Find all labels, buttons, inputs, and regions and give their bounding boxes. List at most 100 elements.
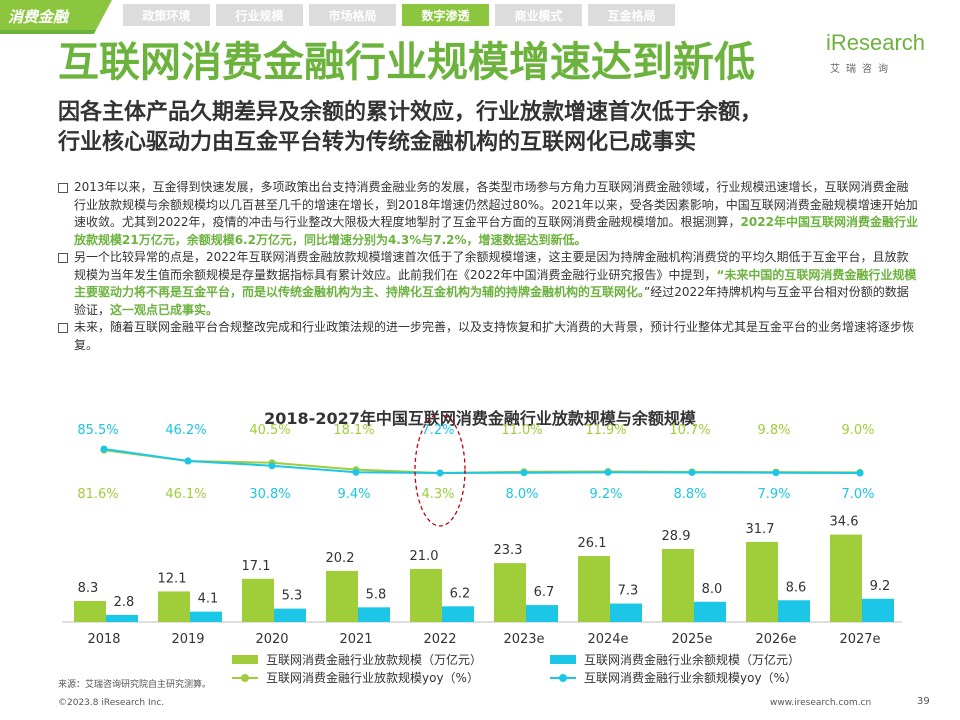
bar-loan-label: 34.6	[830, 515, 859, 530]
bar-loan-label: 23.3	[494, 543, 523, 558]
bullet-list: 2013年以来，互金得到快速发展，多项政策出台支持消费金融业务的发展，各类型市场…	[58, 179, 918, 354]
nav-tab[interactable]: 数字渗透	[402, 4, 489, 26]
nav-tab[interactable]: 政策环境	[123, 4, 210, 26]
bar-loan	[410, 568, 442, 622]
bar-balance-label: 6.7	[534, 585, 555, 600]
bar-balance	[358, 607, 390, 622]
nav-tab[interactable]: 行业规模	[216, 4, 303, 26]
bar-loan	[830, 534, 862, 622]
bar-loan	[158, 591, 190, 622]
x-tick-label: 2018	[87, 632, 120, 647]
point-balance-yoy	[688, 468, 696, 476]
line-balance-yoy	[103, 448, 861, 474]
highlight-ellipse-2022	[414, 415, 466, 527]
bar-loan-label: 28.9	[662, 529, 691, 544]
bullet-text: 另一个比较异常的点是，2022年互联网消费金融放款规模增速首次低于了余额规模增速…	[74, 250, 909, 282]
bar-balance-label: 8.6	[786, 580, 807, 595]
yoy-label-upper: 9.8%	[757, 423, 790, 438]
bullet-highlight: 这一观点已成事实。	[110, 302, 219, 317]
bar-loan	[746, 541, 778, 622]
page-number: 39	[917, 696, 930, 707]
point-balance-yoy	[856, 469, 864, 477]
bar-balance-label: 9.2	[870, 579, 891, 594]
subtitle-line-2: 行业核心驱动力由互金平台转为传统金融机构的互联网化已成事实	[58, 130, 697, 155]
yoy-label-lower: 9.2%	[589, 487, 622, 502]
legend-item-loan-yoy: 互联网消费金融行业放款规模yoy（%）	[232, 669, 479, 686]
bar-loan	[578, 556, 610, 622]
x-tick-label: 2023e	[503, 632, 544, 647]
x-tick-label: 2021	[339, 632, 372, 647]
bullet-square-icon	[58, 253, 68, 263]
bullet-item: 未来，随着互联网金融平台合规整改完成和行业政策法规的进一步完善，以及支持恢复和扩…	[58, 319, 918, 354]
yoy-label-upper: 46.2%	[165, 423, 206, 438]
bullet-highlight: 2022年中国互联网消费金融行业放款规模21万亿元，余额规模6.2万亿元，同比增…	[74, 215, 918, 247]
bar-loan	[662, 548, 694, 622]
point-balance-yoy	[268, 462, 276, 470]
page-title: 互联网消费金融行业规模增速达到新低	[58, 38, 755, 86]
bar-balance	[526, 605, 558, 622]
website: www.iresearch.com.cn	[770, 698, 872, 708]
x-tick-label: 2024e	[587, 632, 628, 647]
chart-title: 2018-2027年中国互联网消费金融行业放款规模与余额规模	[264, 409, 696, 428]
bar-balance-label: 5.8	[366, 587, 387, 602]
yoy-label-upper: 85.5%	[77, 423, 118, 438]
section-tag-shape	[0, 0, 112, 34]
yoy-label-upper: 11.9%	[585, 423, 626, 438]
nav-tab[interactable]: 商业模式	[495, 4, 582, 26]
bar-balance	[862, 598, 894, 622]
bar-balance	[106, 614, 138, 622]
bar-loan-label: 12.1	[158, 571, 187, 586]
x-tick-label: 2026e	[755, 632, 796, 647]
bar-loan-label: 8.3	[78, 581, 99, 596]
source-note: 来源：艾瑞咨询研究院自主研究测算。	[58, 680, 212, 690]
point-balance-yoy	[436, 469, 444, 477]
bar-balance	[610, 603, 642, 622]
point-balance-yoy	[772, 469, 780, 477]
bar-balance	[190, 611, 222, 622]
bar-balance-label: 4.1	[198, 592, 219, 607]
yoy-label-lower: 7.9%	[757, 487, 790, 502]
bar-balance	[274, 608, 306, 622]
x-tick-label: 2027e	[839, 632, 880, 647]
legend-label: 互联网消费金融行业余额规模yoy（%）	[584, 671, 797, 685]
yoy-label-lower: 8.0%	[505, 487, 538, 502]
yoy-label-upper: 18.1%	[333, 423, 374, 438]
nav-tab[interactable]: 互金格局	[588, 4, 675, 26]
bar-loan-label: 26.1	[578, 536, 607, 551]
legend-line-green-marker	[232, 673, 258, 683]
nav-tabs: 政策环境 行业规模 市场格局 数字渗透 商业模式 互金格局	[123, 4, 675, 26]
point-balance-yoy	[604, 468, 612, 476]
bar-balance	[442, 606, 474, 622]
yoy-label-lower: 4.3%	[421, 487, 454, 502]
line-loan-yoy	[103, 449, 861, 475]
bar-loan-label: 20.2	[326, 551, 355, 566]
logo-brand: iResearch	[826, 30, 926, 55]
yoy-label-lower: 7.0%	[841, 487, 874, 502]
legend-label: 互联网消费金融行业放款规模（万亿元）	[266, 653, 483, 667]
bullet-text: 2013年以来，互金得到快速发展，多项政策出台支持消费金融业务的发展，各类型市场…	[74, 180, 918, 229]
chart: 8.3 2.8 2018 12.1 4.1 2019 17.1 5.3 2020 20.2 5.8 2…	[62, 415, 902, 647]
subtitle-line-1: 因各主体产品久期差异及余额的累计效应，行业放款增速首次低于余额，	[58, 100, 763, 125]
yoy-label-lower: 30.8%	[249, 487, 290, 502]
nav-tab[interactable]: 市场格局	[309, 4, 396, 26]
yoy-label-upper: 10.7%	[669, 423, 710, 438]
legend-swatch-blue-bar	[550, 655, 576, 664]
bar-balance-label: 2.8	[114, 595, 135, 610]
x-tick-label: 2022	[423, 632, 456, 647]
yoy-label-lower: 81.6%	[77, 487, 118, 502]
point-balance-yoy	[100, 445, 108, 453]
yoy-label-upper: 7.2%	[421, 423, 454, 438]
logo-cn: 艾瑞咨询	[830, 64, 894, 75]
legend-item-balance-yoy: 互联网消费金融行业余额规模yoy（%）	[550, 669, 797, 686]
yoy-label-lower: 9.4%	[337, 487, 370, 502]
legend-item-loan-bar: 互联网消费金融行业放款规模（万亿元）	[232, 651, 482, 668]
section-tag-label: 消费金融	[8, 8, 69, 26]
yoy-label-upper: 9.0%	[841, 423, 874, 438]
legend-line-blue-marker	[550, 673, 576, 683]
yoy-label-upper: 11.0%	[501, 423, 542, 438]
yoy-label-lower: 46.1%	[165, 487, 206, 502]
bar-loan	[74, 601, 106, 622]
bullet-item: 2013年以来，互金得到快速发展，多项政策出台支持消费金融业务的发展，各类型市场…	[58, 179, 918, 249]
bar-loan-label: 17.1	[242, 559, 271, 574]
bullet-text: ”经过2022年持牌机构与互金平台相对份额的数据验证，	[74, 285, 909, 317]
